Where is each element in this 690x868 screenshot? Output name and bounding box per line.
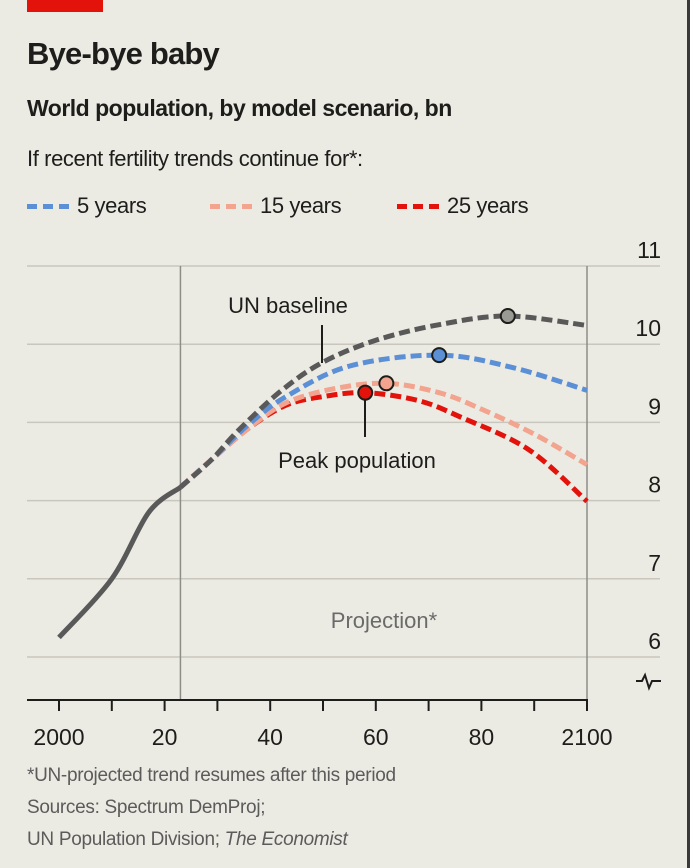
peak-marker-15-years <box>378 375 395 392</box>
legend-item-25-years: 25 years <box>397 193 529 219</box>
series-line-historical <box>57 485 182 640</box>
footnote: *UN-projected trend resumes after this p… <box>27 765 396 786</box>
chart-title: Bye-bye baby <box>27 36 220 71</box>
sources-line-1: Sources: Spectrum DemProj; <box>27 797 266 818</box>
axis-break-icon <box>636 672 661 691</box>
brand-red-bar <box>27 0 103 12</box>
legend-label: 5 years <box>77 193 147 218</box>
sources-plain: UN Population Division; <box>27 829 225 850</box>
x-tick-label: 20 <box>152 724 178 750</box>
legend-item-5-years: 5 years <box>27 193 147 219</box>
x-tick-label: 80 <box>469 724 495 750</box>
projection-label: Projection* <box>331 608 438 633</box>
annotation-un-baseline: UN baseline <box>228 293 348 318</box>
legend-item-15-years: 15 years <box>210 193 342 219</box>
x-tick-label: 60 <box>363 724 389 750</box>
chart-subtitle: World population, by model scenario, bn <box>27 95 452 121</box>
y-tick-label: 8 <box>648 472 661 498</box>
peak-marker-5-years <box>431 347 448 364</box>
series-line-un-baseline <box>178 313 588 490</box>
legend-swatch <box>210 203 252 209</box>
peak-marker-25-years <box>357 384 374 401</box>
peak-marker-un-baseline <box>499 308 516 325</box>
x-tick-label: 2000 <box>33 724 84 750</box>
legend-label: 15 years <box>260 193 342 218</box>
x-tick-label: 40 <box>257 724 283 750</box>
annotation-peak-population: Peak population <box>278 448 436 473</box>
legend-swatch <box>27 203 69 209</box>
legend-swatch <box>397 203 439 209</box>
y-tick-label: 7 <box>648 550 661 576</box>
series-line-25-years <box>178 390 589 504</box>
legend-intro: If recent fertility trends continue for*… <box>27 146 363 171</box>
sources-italic: The Economist <box>224 829 348 850</box>
y-tick-label: 10 <box>635 315 661 341</box>
sources-line-2: UN Population Division; The Economist <box>27 829 348 851</box>
y-tick-label: 6 <box>648 628 661 654</box>
y-tick-label: 11 <box>637 237 661 263</box>
legend-label: 25 years <box>447 193 529 218</box>
x-tick-label: 2100 <box>561 724 612 750</box>
frame-border <box>687 0 690 868</box>
y-tick-label: 9 <box>648 393 661 419</box>
